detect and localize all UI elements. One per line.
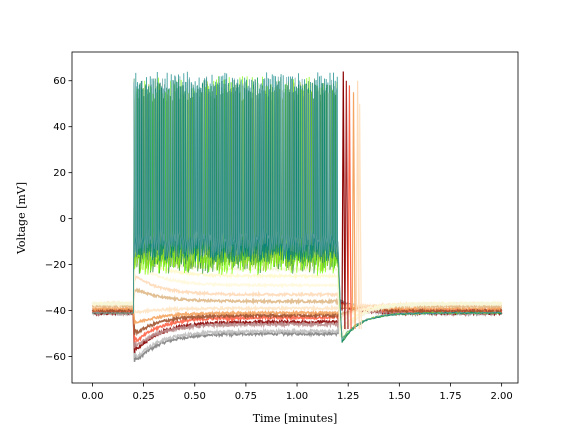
offset-spike-6 (357, 103, 362, 329)
y-tick-label: −60 (45, 352, 66, 363)
x-axis: 0.00 0.25 0.50 0.75 1.00 1.25 1.50 1.75 2.00 (81, 383, 513, 402)
series-layer (91, 71, 503, 362)
x-tick-label: 1.25 (337, 391, 359, 402)
x-tick-label: 0.50 (184, 391, 206, 402)
y-tick-label: −40 (45, 306, 66, 317)
offset-spike-1 (341, 71, 346, 329)
series-line-6 (91, 302, 503, 337)
y-tick-label: 60 (53, 76, 66, 87)
x-tick-label: 0.25 (132, 391, 154, 402)
y-axis-label: Voltage [mV] (15, 182, 28, 255)
series-line-9 (91, 287, 502, 316)
y-tick-label: −20 (45, 260, 66, 271)
x-tick-label: 2.00 (491, 391, 513, 402)
offset-spike-4 (351, 92, 356, 329)
x-tick-label: 0.75 (235, 391, 257, 402)
spiking-series-line-6 (92, 76, 502, 341)
offset-spike-3 (347, 85, 352, 329)
x-axis-label: Time [minutes] (253, 412, 338, 425)
y-tick-label: 20 (53, 168, 66, 179)
offset-spike-2 (344, 80, 349, 329)
x-tick-label: 0.00 (81, 391, 103, 402)
y-tick-label: 0 (60, 214, 66, 225)
x-tick-label: 1.75 (439, 391, 461, 402)
y-axis: −60 −40 −20 0 20 40 60 (45, 76, 72, 363)
y-tick-label: 40 (53, 122, 66, 133)
x-tick-label: 1.00 (286, 391, 308, 402)
plot-frame (71, 51, 519, 384)
x-tick-label: 1.50 (388, 391, 410, 402)
